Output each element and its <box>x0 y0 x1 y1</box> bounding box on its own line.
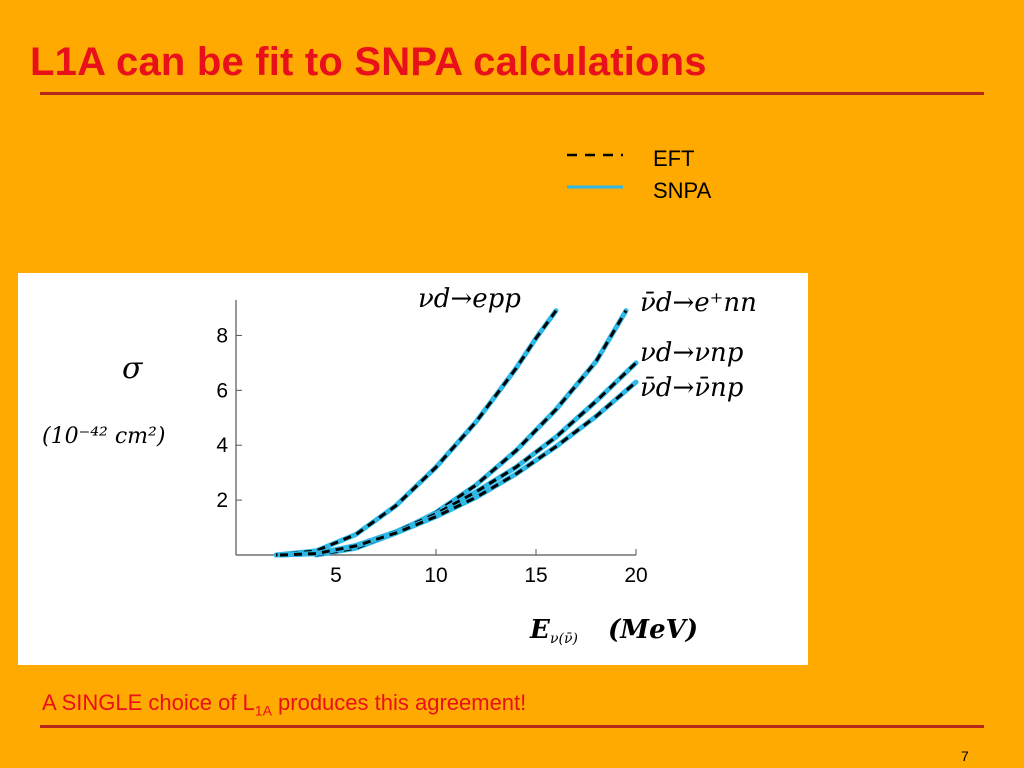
slide-title: L1A can be fit to SNPA calculations <box>30 40 707 84</box>
legend-label-eft: EFT <box>653 146 695 171</box>
eft-line <box>315 309 628 557</box>
snpa-line <box>277 360 639 558</box>
x-tick-label: 10 <box>424 564 447 587</box>
snpa-line <box>273 308 559 558</box>
eft-line <box>275 309 558 557</box>
x-axis-label: E ν(ν̄) (MeV) <box>529 615 698 647</box>
axes: 5 10 15 20 2 4 6 8 <box>216 300 648 587</box>
snpa-line <box>313 308 629 558</box>
series-lines <box>273 308 639 558</box>
series-label: νd→νnp <box>640 338 744 368</box>
eft-line <box>279 361 638 557</box>
y-tick-label: 4 <box>216 434 228 457</box>
title-underline <box>40 92 984 95</box>
x-axis-label-sub: ν(ν̄) <box>550 631 578 647</box>
x-tick-label: 15 <box>524 564 547 587</box>
legend-label-snpa: SNPA <box>653 178 712 203</box>
x-tick-label: 20 <box>624 564 647 587</box>
cross-section-chart: σ (10⁻⁴² cm²) E ν(ν̄) (MeV) 5 10 15 202468 … <box>42 284 757 647</box>
y-tick-label: 2 <box>216 489 228 512</box>
x-axis-label-units: (MeV) <box>608 615 698 645</box>
y-axis-units: (10⁻⁴² cm²) <box>42 424 165 449</box>
y-tick-label: 6 <box>216 379 228 402</box>
caption-subscript: 1A <box>254 702 272 719</box>
x-tick-label: 5 <box>330 564 342 587</box>
caption-suffix: produces this agreement! <box>271 690 527 715</box>
series-label: ν̄d→ν̄np <box>640 373 744 403</box>
page-number: 7 <box>961 748 969 764</box>
snpa-line <box>277 379 639 558</box>
series-label: ν̄d→e⁺nn <box>640 288 757 318</box>
eft-line <box>279 380 637 557</box>
y-axis-symbol: σ <box>122 351 144 386</box>
series-label: νd→epp <box>418 284 521 314</box>
caption: A SINGLE choice of L1A produces this agr… <box>42 690 526 718</box>
series-labels: νd→epp ν̄d→e⁺nn νd→νnp ν̄d→ν̄np <box>418 284 757 403</box>
caption-prefix: A SINGLE choice of L <box>42 690 255 715</box>
plot-panel: σ (10⁻⁴² cm²) E ν(ν̄) (MeV) 5 10 15 20 2 4 6 8 … <box>18 273 808 665</box>
legend-swatch-eft <box>567 153 623 157</box>
x-axis-label-main: E <box>529 615 551 645</box>
legend-swatch-snpa <box>567 185 623 189</box>
y-tick-label: 8 <box>216 324 228 347</box>
footer-rule <box>40 725 984 728</box>
